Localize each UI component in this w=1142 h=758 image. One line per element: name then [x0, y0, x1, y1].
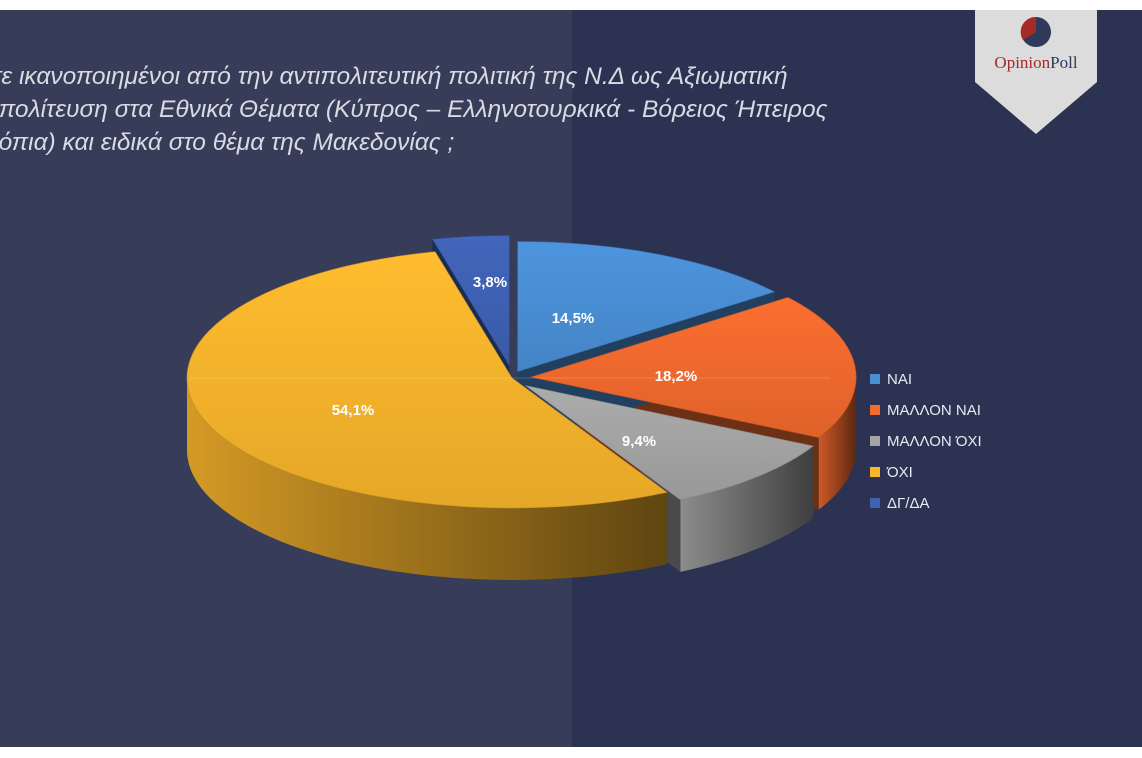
- legend-label-4: ΔΓ/ΔΑ: [887, 495, 929, 512]
- legend-label-1: ΜΑΛΛΟΝ ΝΑΙ: [887, 402, 981, 419]
- data-label-0: 14,5%: [552, 310, 595, 327]
- legend: ΝΑΙ ΜΑΛΛΟΝ ΝΑΙ ΜΑΛΛΟΝ ΌΧΙ ΌΧΙ ΔΓ/ΔΑ: [870, 371, 982, 512]
- data-label-2: 9,4%: [622, 433, 656, 450]
- legend-swatch-0: [870, 374, 880, 384]
- legend-label-2: ΜΑΛΛΟΝ ΌΧΙ: [887, 433, 982, 450]
- legend-label-3: ΌΧΙ: [886, 464, 913, 481]
- legend-label-0: ΝΑΙ: [887, 371, 912, 388]
- data-label-4: 3,8%: [473, 274, 507, 291]
- slide-background: ίστε ικανοποιημένοι από την αντιπολιτευτ…: [0, 10, 1142, 747]
- legend-swatch-4: [870, 498, 880, 508]
- data-label-1: 18,2%: [655, 368, 698, 385]
- legend-swatch-1: [870, 405, 880, 415]
- pie-chart: 14,5% 18,2% 9,4% 54,1% 3,8% ΝΑΙ ΜΑΛΛΟΝ ΝΑΙ ΜΑΛΛ…: [0, 10, 1142, 747]
- legend-swatch-2: [870, 436, 880, 446]
- legend-swatch-3: [870, 467, 880, 477]
- data-label-3: 54,1%: [332, 402, 375, 419]
